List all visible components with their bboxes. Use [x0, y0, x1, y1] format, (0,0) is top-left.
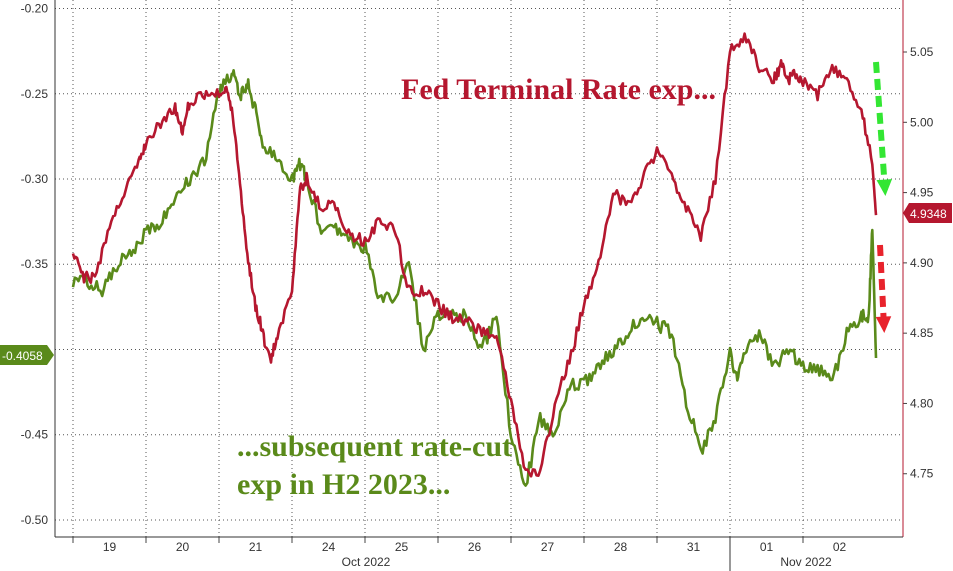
y-right-tick-label: 4.75 — [910, 467, 934, 481]
tag-layer: 4.9348 -0.4058 — [0, 203, 952, 365]
y-left-tick-label: -0.30 — [21, 172, 49, 186]
month-label-oct: Oct 2022 — [342, 555, 391, 569]
x-tick-label: 25 — [395, 540, 409, 554]
x-tick-label: 31 — [687, 540, 701, 554]
y-right-tick-label: 4.90 — [910, 256, 934, 270]
x-tick-label: 02 — [833, 540, 847, 554]
y-left-tick-label: -0.20 — [21, 2, 49, 16]
series-layer — [71, 32, 878, 487]
x-tick-label: 24 — [322, 540, 336, 554]
axes-layer: -0.20-0.25-0.30-0.35-0.40-0.45-0.505.055… — [21, 0, 934, 571]
red-down-arrow-shaft — [877, 244, 887, 328]
grid-layer — [55, 0, 903, 537]
right-last-value-label: 4.9348 — [910, 207, 947, 221]
x-tick-label: 27 — [541, 540, 555, 554]
x-tick-label: 20 — [176, 540, 190, 554]
left-last-value-tag — [0, 345, 54, 365]
y-right-tick-label: 5.00 — [910, 115, 934, 129]
month-label-nov: Nov 2022 — [780, 555, 832, 569]
y-left-tick-label: -0.45 — [21, 428, 49, 442]
y-left-tick-label: -0.25 — [21, 87, 49, 101]
terminal-rate-series-line — [71, 32, 878, 478]
rate-cut-annotation-line2: exp in H2 2023... — [237, 468, 450, 501]
x-tick-label: 26 — [468, 540, 482, 554]
red-down-arrow-head — [875, 316, 892, 333]
green-down-arrow-head — [876, 179, 893, 196]
rate-cut-annotation-line1: ...subsequent rate-cut — [237, 430, 512, 463]
y-right-tick-label: 4.85 — [910, 326, 934, 340]
x-tick-label: 19 — [103, 540, 117, 554]
terminal-rate-annotation: Fed Terminal Rate exp... — [401, 73, 716, 106]
y-right-tick-label: 4.80 — [910, 396, 934, 410]
green-down-arrow-shaft — [873, 61, 888, 191]
left-last-value-label: -0.4058 — [2, 349, 43, 363]
x-tick-label: 01 — [760, 540, 774, 554]
right-last-value-tag — [903, 203, 952, 223]
x-tick-label: 28 — [614, 540, 628, 554]
y-left-tick-label: -0.50 — [21, 513, 49, 527]
y-left-tick-label: -0.35 — [21, 257, 49, 271]
x-tick-label: 21 — [249, 540, 263, 554]
y-right-tick-label: 4.95 — [910, 186, 934, 200]
arrow-layer — [873, 61, 893, 333]
y-right-tick-label: 5.05 — [910, 45, 934, 59]
